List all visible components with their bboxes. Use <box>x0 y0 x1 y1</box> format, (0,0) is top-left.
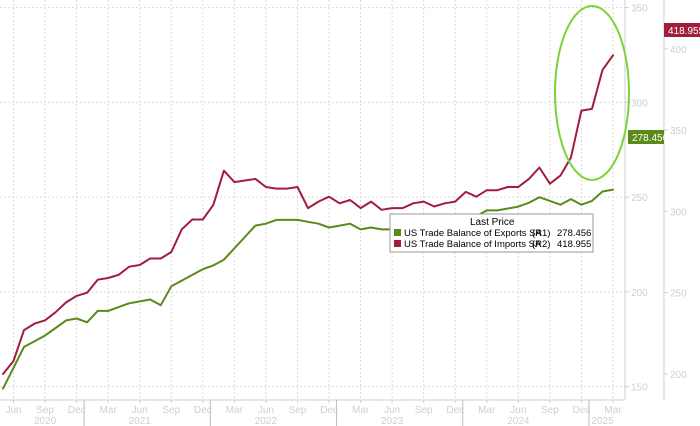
x-tick-label: Dec <box>194 405 212 416</box>
legend-axis-exports: (R1) <box>532 228 550 239</box>
r1-axis: 150 200 250 300 350 <box>624 0 648 400</box>
exports-series-line <box>2 188 614 390</box>
x-tick-label: Dec <box>320 405 338 416</box>
r1-tick-label: 150 <box>631 383 648 394</box>
exports-tag-text: 278.456 <box>632 133 669 144</box>
legend-label-exports: US Trade Balance of Exports SA <box>404 228 542 239</box>
legend-box <box>389 213 594 253</box>
x-axis: Jun Sep Dec Mar Jun Sep Dec Mar Jun Sep Dec Mar Jun S… <box>0 399 625 426</box>
r2-tick-label: 300 <box>670 207 687 218</box>
r1-tick-label: 200 <box>631 288 648 299</box>
x-tick-label: Dec <box>573 405 591 416</box>
imports-last-value-tag: 418.955 <box>664 23 700 37</box>
x-tick-label: Jun <box>258 405 274 416</box>
year-label: 2024 <box>507 416 530 426</box>
r2-axis: 200 250 300 350 400 <box>663 0 687 400</box>
legend-swatch-exports <box>394 229 401 236</box>
x-tick-label: Dec <box>68 405 86 416</box>
x-tick-label: Jun <box>132 405 148 416</box>
legend-value-exports: 278.456 <box>557 228 591 239</box>
x-tick-label: Sep <box>162 405 180 416</box>
exports-tag-box <box>628 130 664 144</box>
exports-last-value-tag: 278.456 <box>628 130 669 144</box>
r2-tick-label: 200 <box>670 370 687 381</box>
highlight-ellipse <box>554 5 630 181</box>
x-tick-label: Mar <box>604 405 622 416</box>
legend-value-imports: 418.955 <box>557 239 591 250</box>
x-tick-label: Jun <box>384 405 400 416</box>
r1-tick-label: 350 <box>631 4 648 15</box>
x-tick-label: Sep <box>289 405 307 416</box>
r1-tick-label: 250 <box>631 193 648 204</box>
r1-tick-label: 300 <box>631 98 648 109</box>
x-tick-label: Sep <box>541 405 559 416</box>
x-tick-label: Mar <box>226 405 244 416</box>
x-tick-label: Jun <box>5 405 21 416</box>
x-tick-label: Mar <box>478 405 496 416</box>
year-label: 2021 <box>129 416 152 426</box>
imports-tag-box <box>664 23 700 37</box>
x-tick-label: Jun <box>510 405 526 416</box>
year-label: 2022 <box>255 416 278 426</box>
r2-tick-label: 250 <box>670 289 687 300</box>
x-tick-label: Dec <box>446 405 464 416</box>
r2-tick-label: 350 <box>670 126 687 137</box>
year-label: 2023 <box>381 416 404 426</box>
x-tick-label: Mar <box>352 405 370 416</box>
x-tick-label: Sep <box>36 405 54 416</box>
legend: Last Price US Trade Balance of Exports S… <box>389 213 594 253</box>
r2-tick-label: 400 <box>670 45 687 56</box>
legend-swatch-imports <box>394 240 401 247</box>
legend-title: Last Price <box>470 217 515 228</box>
year-label: 2025 <box>591 416 614 426</box>
year-label: 2020 <box>34 416 57 426</box>
x-tick-label: Mar <box>100 405 118 416</box>
legend-label-imports: US Trade Balance of Imports SA <box>404 239 542 250</box>
x-tick-label: Sep <box>415 405 433 416</box>
legend-axis-imports: (R2) <box>532 239 550 250</box>
imports-series-line <box>2 54 614 375</box>
series-lines <box>2 54 614 390</box>
imports-tag-text: 418.955 <box>668 26 700 37</box>
